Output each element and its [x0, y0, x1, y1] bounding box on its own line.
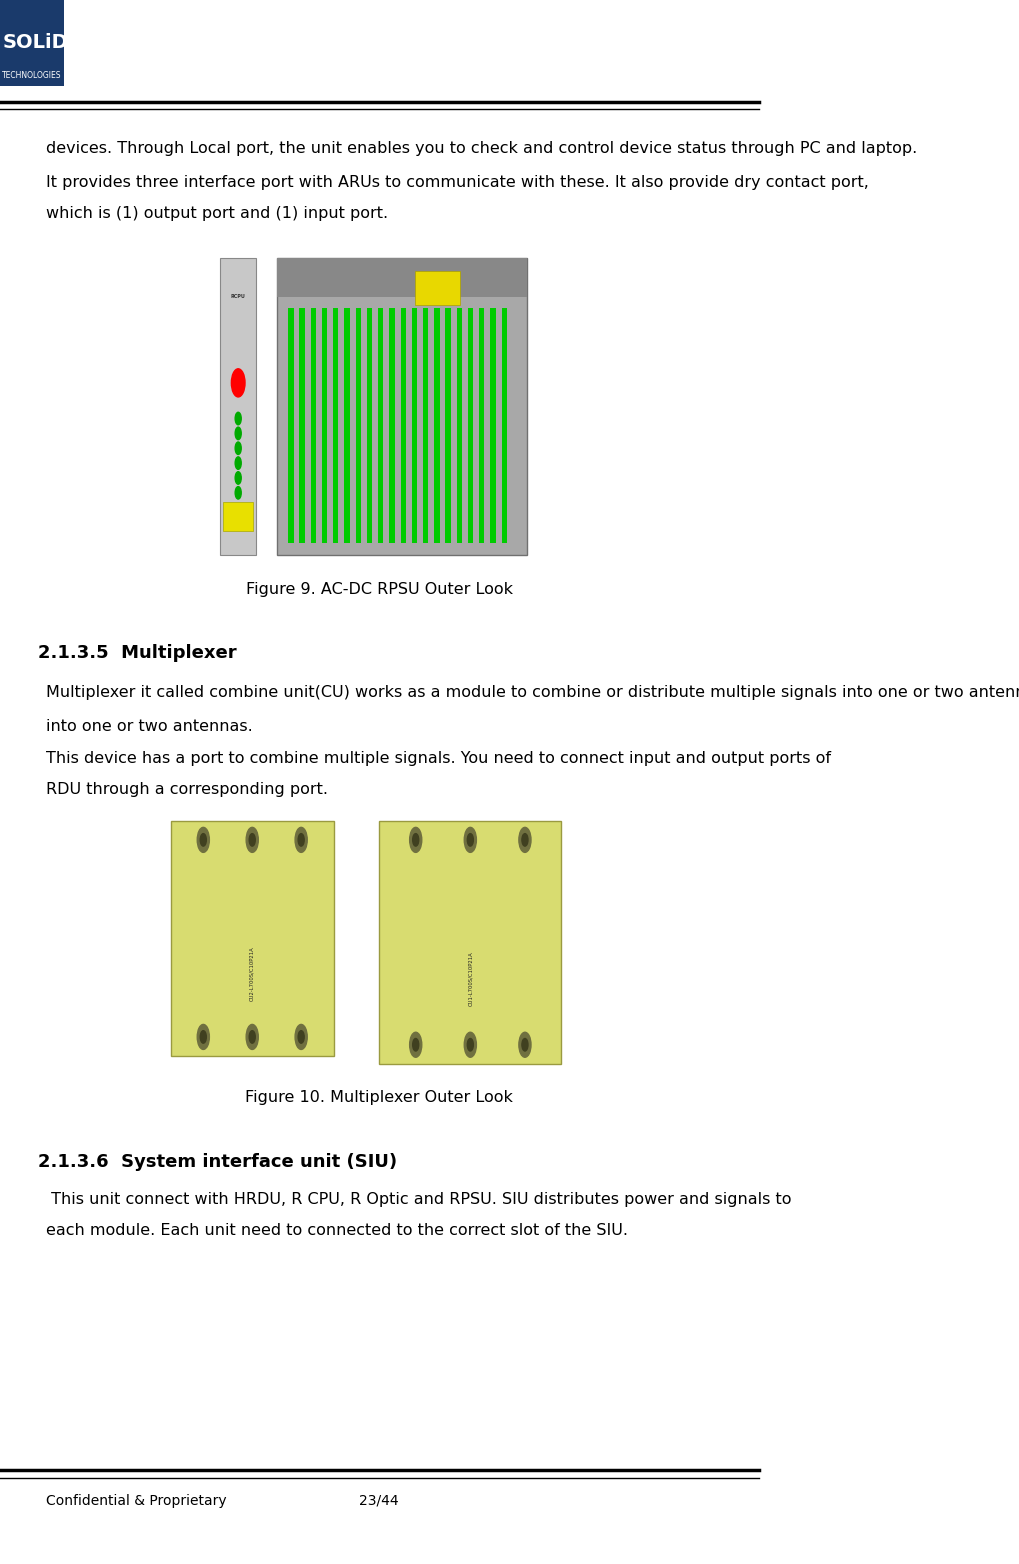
FancyBboxPatch shape	[356, 308, 361, 543]
Circle shape	[522, 1038, 528, 1051]
FancyBboxPatch shape	[223, 502, 254, 532]
FancyBboxPatch shape	[457, 308, 462, 543]
Circle shape	[465, 827, 477, 852]
Circle shape	[465, 1032, 477, 1057]
Text: devices. Through Local port, the unit enables you to check and control device st: devices. Through Local port, the unit en…	[46, 141, 917, 156]
Text: This device has a port to combine multiple signals. You need to connect input an: This device has a port to combine multip…	[46, 751, 830, 766]
FancyBboxPatch shape	[152, 798, 607, 1079]
Circle shape	[235, 413, 242, 425]
FancyBboxPatch shape	[311, 308, 316, 543]
Circle shape	[468, 1038, 474, 1051]
Circle shape	[299, 1031, 305, 1043]
FancyBboxPatch shape	[379, 821, 561, 1064]
Circle shape	[519, 1032, 531, 1057]
Text: SOLiD: SOLiD	[2, 33, 68, 52]
Circle shape	[250, 834, 256, 846]
Text: RDU through a corresponding port.: RDU through a corresponding port.	[46, 782, 327, 798]
Circle shape	[235, 443, 242, 455]
FancyBboxPatch shape	[468, 308, 473, 543]
Text: It provides three interface port with ARUs to communicate with these. It also pr: It provides three interface port with AR…	[46, 175, 868, 191]
FancyBboxPatch shape	[479, 308, 484, 543]
FancyBboxPatch shape	[277, 258, 527, 297]
Circle shape	[410, 827, 422, 852]
FancyBboxPatch shape	[333, 308, 338, 543]
Circle shape	[522, 834, 528, 846]
Text: This unit connect with HRDU, R CPU, R Optic and RPSU. SIU distributes power and : This unit connect with HRDU, R CPU, R Op…	[46, 1192, 791, 1207]
Text: TECHNOLOGIES: TECHNOLOGIES	[2, 70, 62, 80]
Text: 2.1.3.5  Multiplexer: 2.1.3.5 Multiplexer	[38, 644, 236, 663]
FancyBboxPatch shape	[378, 308, 383, 543]
Text: into one or two antennas.: into one or two antennas.	[46, 719, 253, 735]
FancyBboxPatch shape	[415, 271, 461, 305]
Text: which is (1) output port and (1) input port.: which is (1) output port and (1) input p…	[46, 206, 387, 222]
Text: 2.1.3.6  System interface unit (SIU): 2.1.3.6 System interface unit (SIU)	[38, 1153, 397, 1171]
Text: 23/44: 23/44	[360, 1494, 399, 1508]
Circle shape	[247, 1024, 258, 1049]
FancyBboxPatch shape	[445, 308, 450, 543]
Circle shape	[235, 457, 242, 469]
Text: Figure 9. AC-DC RPSU Outer Look: Figure 9. AC-DC RPSU Outer Look	[246, 582, 513, 597]
FancyBboxPatch shape	[300, 308, 305, 543]
FancyBboxPatch shape	[412, 308, 417, 543]
Circle shape	[413, 1038, 419, 1051]
Circle shape	[231, 369, 245, 397]
Circle shape	[201, 1031, 206, 1043]
Text: Confidential & Proprietary: Confidential & Proprietary	[46, 1494, 226, 1508]
Text: Figure 10. Multiplexer Outer Look: Figure 10. Multiplexer Outer Look	[246, 1090, 514, 1106]
FancyBboxPatch shape	[434, 308, 439, 543]
FancyBboxPatch shape	[367, 308, 372, 543]
Circle shape	[410, 1032, 422, 1057]
Circle shape	[198, 827, 209, 852]
Text: CU1-L700S/C10P21A: CU1-L700S/C10P21A	[468, 951, 473, 1006]
Circle shape	[247, 827, 258, 852]
FancyBboxPatch shape	[344, 308, 350, 543]
Circle shape	[296, 1024, 308, 1049]
Circle shape	[519, 827, 531, 852]
FancyBboxPatch shape	[220, 258, 257, 555]
FancyBboxPatch shape	[0, 0, 64, 86]
Text: each module. Each unit need to connected to the correct slot of the SIU.: each module. Each unit need to connected…	[46, 1223, 628, 1239]
FancyBboxPatch shape	[389, 308, 394, 543]
FancyBboxPatch shape	[423, 308, 428, 543]
FancyBboxPatch shape	[288, 308, 293, 543]
Circle shape	[235, 427, 242, 439]
FancyBboxPatch shape	[400, 308, 406, 543]
FancyBboxPatch shape	[277, 258, 527, 555]
Circle shape	[250, 1031, 256, 1043]
Circle shape	[468, 834, 474, 846]
FancyBboxPatch shape	[205, 235, 561, 571]
FancyBboxPatch shape	[490, 308, 495, 543]
FancyBboxPatch shape	[322, 308, 327, 543]
Text: Multiplexer it called combine unit(CU) works as a module to combine or distribut: Multiplexer it called combine unit(CU) w…	[46, 685, 1019, 701]
Circle shape	[299, 834, 305, 846]
Circle shape	[198, 1024, 209, 1049]
FancyBboxPatch shape	[171, 821, 334, 1056]
Circle shape	[296, 827, 308, 852]
Text: RCPU: RCPU	[230, 294, 246, 299]
Circle shape	[235, 472, 242, 485]
FancyBboxPatch shape	[501, 308, 506, 543]
Circle shape	[201, 834, 206, 846]
Circle shape	[413, 834, 419, 846]
Circle shape	[235, 486, 242, 499]
Text: CU2-L700S/C10P21A: CU2-L700S/C10P21A	[250, 946, 255, 1001]
